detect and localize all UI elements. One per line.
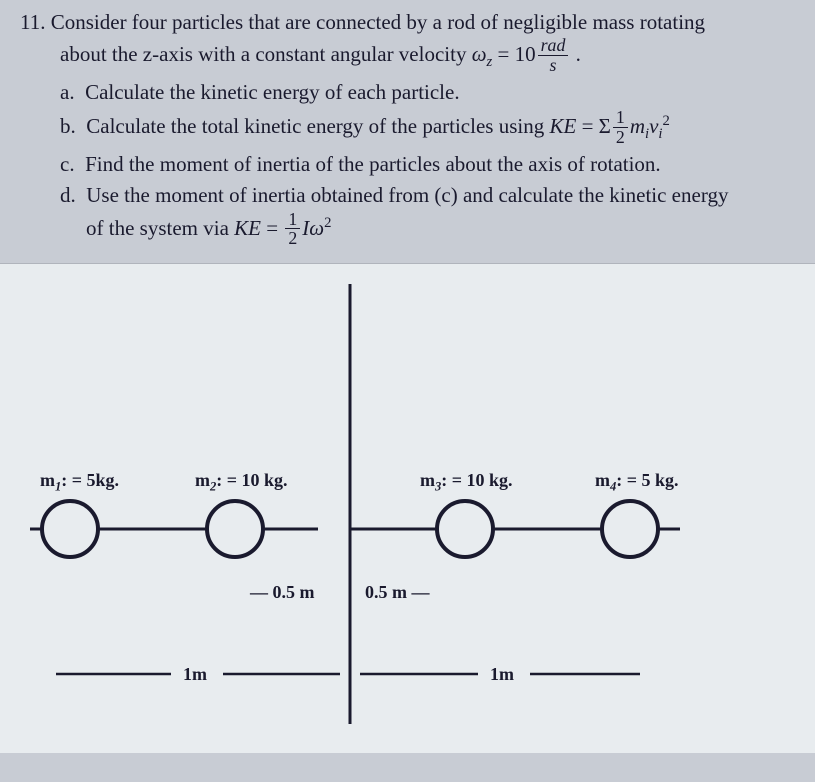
item-a: a. Calculate the kinetic energy of each … — [20, 78, 795, 107]
mass-label-3: m3: = 10 kg. — [420, 470, 513, 495]
item-b: b. Calculate the total kinetic energy of… — [20, 109, 795, 147]
item-d: d. Use the moment of inertia obtained fr… — [20, 181, 795, 210]
dimension-05-right: 0.5 m — — [365, 582, 430, 603]
item-c: c. Find the moment of inertia of the par… — [20, 150, 795, 179]
mass-label-2: m2: = 10 kg. — [195, 470, 288, 495]
diagram-svg — [0, 264, 815, 754]
dimension-05-left: — 0.5 m — [250, 582, 315, 603]
diagram: m1: = 5kg. m2: = 10 kg. m3: = 10 kg. m4: = … — [0, 263, 815, 753]
item-d-line2: of the system via KE = 12Iω2 — [20, 211, 795, 249]
problem-text: 11. Consider four particles that are con… — [0, 0, 815, 257]
mass-label-1: m1: = 5kg. — [40, 470, 119, 495]
problem-intro: 11. Consider four particles that are con… — [20, 8, 795, 37]
intro-line1: Consider four particles that are connect… — [51, 10, 705, 34]
mass-label-4: m4: = 5 kg. — [595, 470, 679, 495]
intro-line2: about the z-axis with a constant angular… — [20, 37, 795, 75]
rad-per-s-fraction: rads — [538, 37, 569, 75]
half-fraction-d: 12 — [285, 211, 300, 249]
half-fraction-b: 12 — [613, 109, 628, 147]
dimension-1m-left: 1m — [183, 664, 207, 685]
problem-number: 11. — [20, 10, 45, 34]
dimension-1m-right: 1m — [490, 664, 514, 685]
